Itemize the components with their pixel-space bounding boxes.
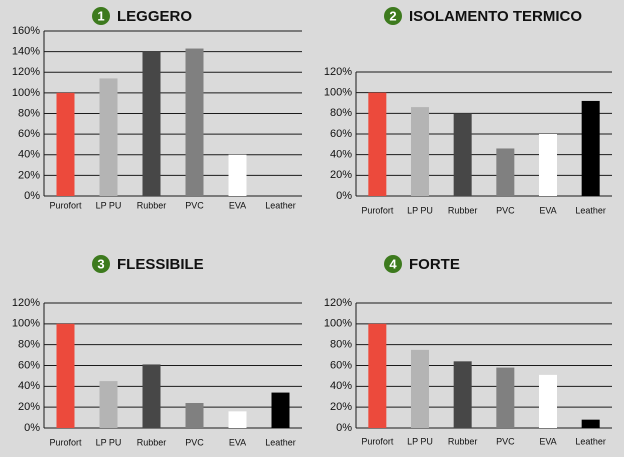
title-badge: [384, 255, 402, 273]
y-tick-label: 20%: [18, 401, 40, 413]
bar: [411, 349, 429, 428]
y-tick-label: 80%: [18, 107, 40, 119]
x-tick-label: Leather: [575, 436, 606, 446]
title-badge: [92, 7, 110, 25]
y-tick-label: 100%: [12, 87, 40, 99]
y-tick-label: 120%: [324, 66, 352, 78]
x-tick-label: LP PU: [96, 200, 122, 210]
y-tick-label: 100%: [12, 318, 40, 330]
badge-number: 2: [389, 8, 396, 23]
x-tick-label: EVA: [539, 436, 556, 446]
bar: [496, 367, 515, 428]
x-tick-label: LP PU: [407, 436, 433, 446]
y-tick-label: 0%: [24, 190, 40, 202]
bar: [368, 92, 387, 196]
x-tick-label: LP PU: [407, 205, 433, 215]
y-tick-label: 40%: [18, 380, 40, 392]
badge-number: 1: [97, 8, 104, 23]
y-tick-label: 60%: [330, 359, 352, 371]
bar: [368, 323, 387, 428]
x-tick-label: Rubber: [137, 200, 167, 210]
y-tick-label: 100%: [324, 87, 352, 99]
x-tick-label: EVA: [229, 437, 246, 447]
x-tick-label: PVC: [185, 437, 204, 447]
chart-title: FORTE: [409, 256, 460, 273]
bar: [453, 113, 472, 196]
x-tick-label: Leather: [265, 200, 296, 210]
bar: [99, 381, 118, 428]
badge-number: 3: [97, 256, 104, 271]
x-tick-label: Purofort: [361, 205, 394, 215]
y-tick-label: 0%: [336, 190, 352, 202]
y-tick-label: 60%: [330, 128, 352, 140]
bar: [56, 92, 75, 196]
y-tick-label: 80%: [330, 107, 352, 119]
chart-panel: 3 FLESSIBILE 0% 20% 40% 60% 80% 100% 120% Purofor…: [12, 255, 302, 447]
x-tick-label: Leather: [575, 205, 606, 215]
x-tick-label: LP PU: [96, 437, 122, 447]
bar: [99, 78, 118, 196]
x-tick-label: PVC: [185, 200, 204, 210]
y-tick-label: 140%: [12, 46, 40, 58]
bar: [56, 323, 75, 428]
y-tick-label: 40%: [330, 380, 352, 392]
y-tick-label: 120%: [12, 66, 40, 78]
chart-panel: 2 ISOLAMENTO TERMICO 0% 20% 40% 60% 80% 100% 120…: [324, 7, 612, 215]
bar: [453, 361, 472, 428]
y-tick-label: 120%: [12, 297, 40, 309]
x-tick-label: Rubber: [448, 205, 478, 215]
bar: [185, 403, 204, 428]
bar: [228, 411, 247, 428]
x-tick-label: Purofort: [361, 436, 394, 446]
chart-panel: 4 FORTE 0% 20% 40% 60% 80% 100% 120% Purofort LP P…: [324, 255, 612, 446]
bar: [142, 364, 161, 428]
bar: [539, 134, 557, 196]
bar: [185, 48, 204, 196]
title-badge: [92, 255, 110, 273]
x-tick-label: Leather: [265, 437, 296, 447]
x-tick-label: EVA: [539, 205, 556, 215]
bar: [581, 419, 600, 428]
y-tick-label: 80%: [18, 339, 40, 351]
bar: [411, 107, 429, 196]
y-tick-label: 20%: [330, 401, 352, 413]
x-tick-label: PVC: [496, 205, 515, 215]
bar: [539, 374, 557, 428]
y-tick-label: 40%: [18, 149, 40, 161]
bar: [271, 392, 290, 428]
x-tick-label: EVA: [229, 200, 246, 210]
x-tick-label: Purofort: [49, 437, 82, 447]
y-tick-label: 100%: [324, 318, 352, 330]
y-tick-label: 20%: [330, 169, 352, 181]
x-tick-label: Purofort: [49, 200, 82, 210]
y-tick-label: 0%: [24, 422, 40, 434]
chart-title: LEGGERO: [117, 8, 192, 25]
y-tick-label: 120%: [324, 297, 352, 309]
x-tick-label: PVC: [496, 436, 515, 446]
bar: [142, 51, 161, 196]
x-tick-label: Rubber: [448, 436, 478, 446]
y-tick-label: 60%: [18, 128, 40, 140]
title-badge: [384, 7, 402, 25]
bar: [496, 148, 515, 196]
chart-title: ISOLAMENTO TERMICO: [409, 8, 582, 25]
y-tick-label: 40%: [330, 149, 352, 161]
x-tick-label: Rubber: [137, 437, 167, 447]
bar: [581, 100, 600, 196]
chart-panel: 1 LEGGERO 0% 20% 40% 60% 80% 100% 120% 140% 160% Pu…: [12, 7, 302, 210]
bar: [228, 154, 247, 196]
y-tick-label: 0%: [336, 422, 352, 434]
chart-title: FLESSIBILE: [117, 256, 204, 273]
y-tick-label: 60%: [18, 359, 40, 371]
badge-number: 4: [389, 256, 397, 271]
y-tick-label: 20%: [18, 169, 40, 181]
y-tick-label: 80%: [330, 339, 352, 351]
y-tick-label: 160%: [12, 25, 40, 37]
